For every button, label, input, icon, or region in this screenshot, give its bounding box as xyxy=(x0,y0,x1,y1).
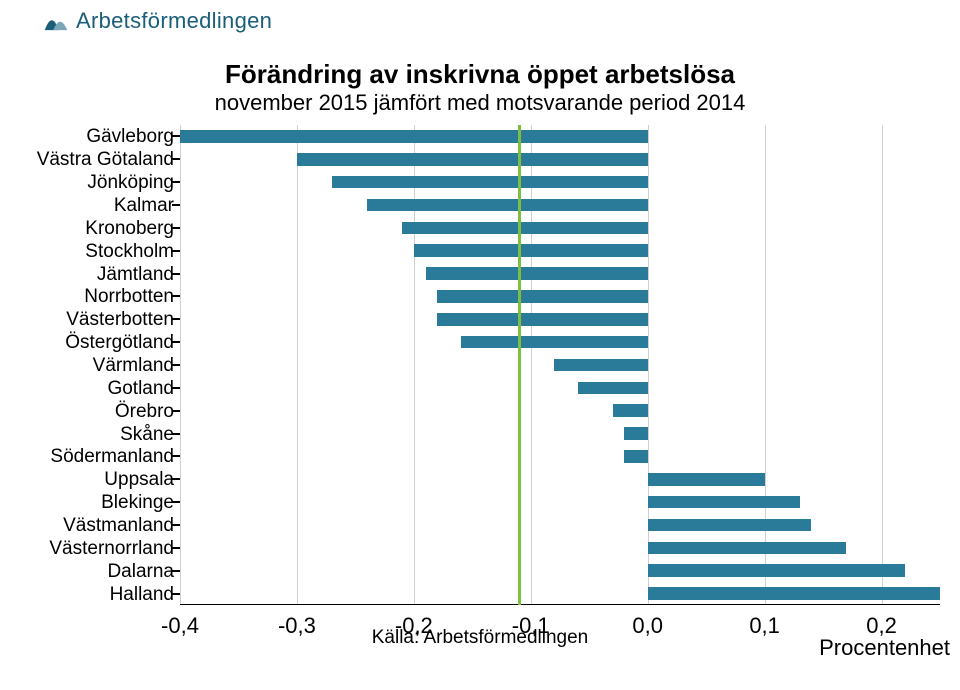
y-tick xyxy=(172,341,180,343)
category-label: Östergötland xyxy=(0,332,174,354)
y-tick xyxy=(172,227,180,229)
bar xyxy=(437,313,647,326)
bar xyxy=(414,244,648,257)
grid-line xyxy=(297,125,298,605)
bar xyxy=(461,336,648,349)
grid-line xyxy=(648,125,649,605)
y-tick xyxy=(172,524,180,526)
category-label: Värmland xyxy=(0,355,174,377)
category-label: Jämtland xyxy=(0,264,174,286)
logo-mark-icon xyxy=(42,9,70,33)
grid-line xyxy=(414,125,415,605)
bar xyxy=(648,587,940,600)
grid-line xyxy=(765,125,766,605)
reference-line xyxy=(518,125,521,605)
category-label: Stockholm xyxy=(0,241,174,263)
page: Arbetsförmedlingen Förändring av inskriv… xyxy=(0,0,960,690)
category-label: Västra Götaland xyxy=(0,149,174,171)
category-label: Norrbotten xyxy=(0,286,174,308)
y-tick xyxy=(172,455,180,457)
grid-line xyxy=(882,125,883,605)
category-label: Gotland xyxy=(0,378,174,400)
bar xyxy=(648,542,847,555)
logo: Arbetsförmedlingen xyxy=(42,8,272,34)
bar xyxy=(297,153,648,166)
category-label: Kalmar xyxy=(0,195,174,217)
category-label: Södermanland xyxy=(0,446,174,468)
y-tick xyxy=(172,204,180,206)
chart-title: Förändring av inskrivna öppet arbetslösa xyxy=(0,55,960,90)
category-label: Kronoberg xyxy=(0,218,174,240)
category-label: Gävleborg xyxy=(0,126,174,148)
chart-source: Källa: Arbetsförmedlingen xyxy=(0,627,960,649)
category-label: Västerbotten xyxy=(0,309,174,331)
y-tick xyxy=(172,364,180,366)
y-tick xyxy=(172,273,180,275)
x-axis-line xyxy=(180,604,940,605)
category-label: Dalarna xyxy=(0,561,174,583)
y-tick xyxy=(172,295,180,297)
bar xyxy=(437,290,647,303)
category-label: Blekinge xyxy=(0,492,174,514)
y-tick xyxy=(172,158,180,160)
bar xyxy=(613,404,648,417)
category-label: Uppsala xyxy=(0,469,174,491)
bar xyxy=(624,427,647,440)
bar xyxy=(648,564,905,577)
chart-subtitle: november 2015 jämfört med motsvarande pe… xyxy=(0,90,960,116)
bar xyxy=(180,130,648,143)
category-label: Västmanland xyxy=(0,515,174,537)
y-tick xyxy=(172,593,180,595)
category-label: Halland xyxy=(0,584,174,606)
category-label: Västernorrland xyxy=(0,538,174,560)
category-label: Skåne xyxy=(0,424,174,446)
category-label: Örebro xyxy=(0,401,174,423)
grid-line xyxy=(180,125,181,605)
bar xyxy=(367,199,648,212)
bar xyxy=(578,382,648,395)
y-tick xyxy=(172,250,180,252)
bar xyxy=(648,519,812,532)
bar xyxy=(426,267,648,280)
y-tick xyxy=(172,478,180,480)
y-tick xyxy=(172,387,180,389)
y-tick xyxy=(172,410,180,412)
y-tick xyxy=(172,433,180,435)
chart: Förändring av inskrivna öppet arbetslösa… xyxy=(0,55,960,655)
category-label: Jönköping xyxy=(0,172,174,194)
plot-wrap: GävleborgVästra GötalandJönköpingKalmarK… xyxy=(0,125,960,605)
y-tick xyxy=(172,501,180,503)
y-tick xyxy=(172,547,180,549)
logo-text: Arbetsförmedlingen xyxy=(76,8,272,34)
y-tick xyxy=(172,181,180,183)
bar xyxy=(648,496,800,509)
y-tick xyxy=(172,570,180,572)
plot-area: -0,4-0,3-0,2-0,10,00,10,2 xyxy=(180,125,940,605)
y-axis-labels: GävleborgVästra GötalandJönköpingKalmarK… xyxy=(0,125,180,605)
y-tick xyxy=(172,318,180,320)
bar xyxy=(648,473,765,486)
bar xyxy=(332,176,648,189)
bar xyxy=(554,359,648,372)
bar xyxy=(624,450,647,463)
bar xyxy=(402,222,648,235)
y-tick xyxy=(172,135,180,137)
grid-line xyxy=(531,125,532,605)
